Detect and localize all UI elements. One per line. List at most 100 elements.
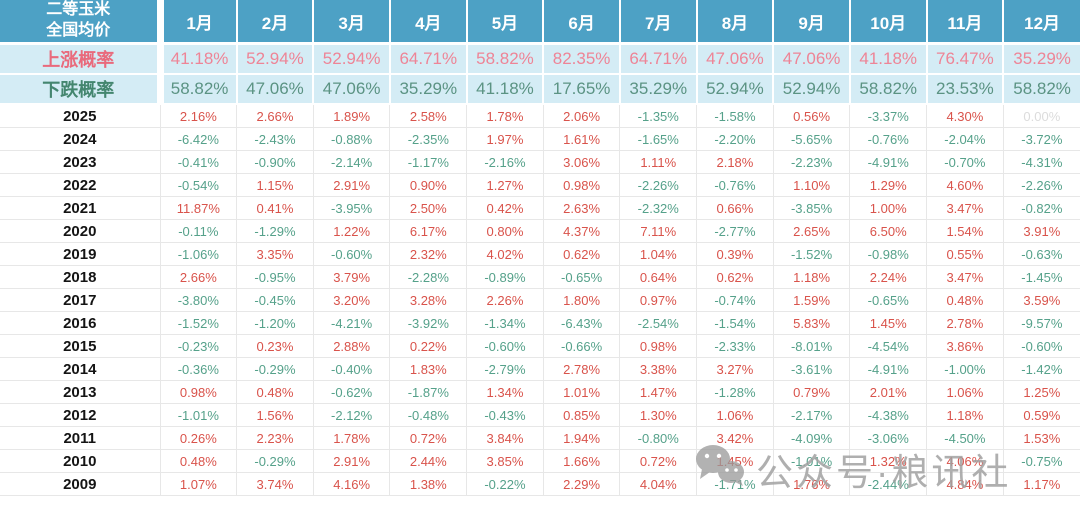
year-row-2025: 2025 2.16% 2.66% 1.89% 2.58% 1.78% 2.06% -1.35%… [0, 103, 1080, 128]
value-cell: -1.00% [926, 357, 1004, 381]
year-row-2015: 2015 -0.23% 0.23% 2.88% 0.22% -0.60% -0.66% 0.9… [0, 334, 1080, 358]
value-cell: -0.63% [1002, 242, 1080, 266]
value-cell: 1.45% [696, 449, 774, 473]
year-label: 2019 [0, 242, 161, 266]
value-cell: -2.54% [619, 311, 698, 335]
value-cell: -1.20% [236, 311, 314, 335]
value-cell: -1.58% [696, 103, 774, 128]
value-cell: 5.83% [772, 311, 851, 335]
value-cell: -3.85% [772, 196, 851, 220]
value-cell: -1.65% [619, 127, 698, 151]
rise-probability-row: 上涨概率 41.18% 52.94% 52.94% 64.71% 58.82% 82.35%… [0, 43, 1080, 75]
value-cell: -8.01% [772, 334, 851, 358]
value-cell: -1.35% [619, 103, 698, 128]
value-cell: 1.97% [466, 127, 544, 151]
value-cell: 3.20% [312, 288, 391, 312]
rise-probability-cell: 41.18% [849, 43, 928, 75]
value-cell: 2.50% [389, 196, 468, 220]
value-cell: -0.76% [696, 173, 774, 197]
value-cell: -1.01% [772, 449, 851, 473]
value-cell: -5.65% [772, 127, 851, 151]
value-cell: -1.52% [772, 242, 851, 266]
value-cell: -0.66% [542, 334, 621, 358]
value-cell: 1.78% [312, 426, 391, 450]
value-cell: -2.12% [312, 403, 391, 427]
value-cell: 1.29% [849, 173, 928, 197]
value-cell: -1.54% [696, 311, 774, 335]
value-cell: -0.62% [312, 380, 391, 404]
value-cell: 1.22% [312, 219, 391, 243]
year-row-2014: 2014 -0.36% -0.29% -0.40% 1.83% -2.79% 2.78% 3.… [0, 357, 1080, 381]
value-cell: 1.04% [619, 242, 698, 266]
value-cell: 1.10% [772, 173, 851, 197]
year-label: 2022 [0, 173, 161, 197]
value-cell: -0.98% [849, 242, 928, 266]
year-row-2017: 2017 -3.80% -0.45% 3.20% 3.28% 2.26% 1.80% 0.97… [0, 288, 1080, 312]
value-cell: 0.80% [466, 219, 544, 243]
fall-probability-cell: 23.53% [926, 74, 1005, 105]
year-label: 2021 [0, 196, 161, 220]
value-cell: 1.94% [542, 426, 621, 450]
year-label: 2014 [0, 357, 161, 381]
value-cell: -2.33% [696, 334, 774, 358]
value-cell: 3.47% [926, 265, 1004, 289]
fall-probability-cell: 17.65% [543, 74, 621, 105]
value-cell: 2.23% [236, 426, 314, 450]
value-cell: 4.06% [926, 449, 1004, 473]
year-label: 2024 [0, 127, 161, 151]
value-cell: -4.50% [926, 426, 1004, 450]
fall-probability-cell: 58.82% [160, 74, 238, 105]
value-cell: -0.22% [466, 472, 544, 496]
value-cell: -0.43% [466, 403, 544, 427]
value-cell: -0.90% [236, 150, 314, 174]
month-header: 8月 [696, 0, 775, 45]
year-label: 2016 [0, 311, 161, 335]
year-label: 2023 [0, 150, 161, 174]
value-cell: 0.48% [926, 288, 1004, 312]
value-cell: 2.44% [389, 449, 468, 473]
year-row-2021: 2021 11.87% 0.41% -3.95% 2.50% 0.42% 2.63% -2.3… [0, 196, 1080, 220]
value-cell: 0.66% [696, 196, 774, 220]
value-cell: -0.65% [849, 288, 928, 312]
value-cell: -0.40% [312, 357, 391, 381]
value-cell: -3.72% [1002, 127, 1080, 151]
value-cell: -2.26% [1002, 173, 1080, 197]
value-cell: 3.85% [466, 449, 544, 473]
value-cell: 4.60% [926, 173, 1004, 197]
value-cell: -1.45% [1002, 265, 1080, 289]
value-cell: 2.24% [849, 265, 928, 289]
value-cell: 3.91% [1002, 219, 1080, 243]
value-cell: -3.92% [389, 311, 468, 335]
year-row-2019: 2019 -1.06% 3.35% -0.60% 2.32% 4.02% 0.62% 1.04… [0, 242, 1080, 266]
value-cell: -0.29% [236, 449, 314, 473]
header-row: 二等玉米 全国均价 1月 2月 3月 4月 5月 6月 7月 8月 9月 10月 11月 12月 [0, 0, 1080, 45]
value-cell: 2.63% [542, 196, 621, 220]
value-cell: -4.09% [772, 426, 851, 450]
value-cell: 1.11% [619, 150, 698, 174]
value-cell: 1.83% [389, 357, 468, 381]
value-cell: -2.04% [926, 127, 1004, 151]
value-cell: -0.45% [236, 288, 314, 312]
value-cell: 1.06% [926, 380, 1004, 404]
value-cell: -4.91% [849, 150, 928, 174]
value-cell: 2.29% [542, 472, 621, 496]
value-cell: -2.32% [619, 196, 698, 220]
value-cell: -3.80% [159, 288, 238, 312]
value-cell: 4.16% [312, 472, 391, 496]
value-cell: 4.04% [619, 472, 698, 496]
value-cell: -0.89% [466, 265, 544, 289]
month-header: 5月 [466, 0, 545, 45]
value-cell: 2.88% [312, 334, 391, 358]
value-cell: 1.76% [772, 472, 851, 496]
value-cell: 1.27% [466, 173, 544, 197]
year-label: 2013 [0, 380, 161, 404]
value-cell: 3.38% [619, 357, 698, 381]
value-cell: -0.88% [312, 127, 391, 151]
value-cell: 1.15% [236, 173, 314, 197]
value-cell: 0.98% [542, 173, 621, 197]
value-cell: -3.95% [312, 196, 391, 220]
value-cell: 1.78% [466, 103, 544, 128]
value-cell: -4.54% [849, 334, 928, 358]
value-cell: 7.11% [619, 219, 698, 243]
